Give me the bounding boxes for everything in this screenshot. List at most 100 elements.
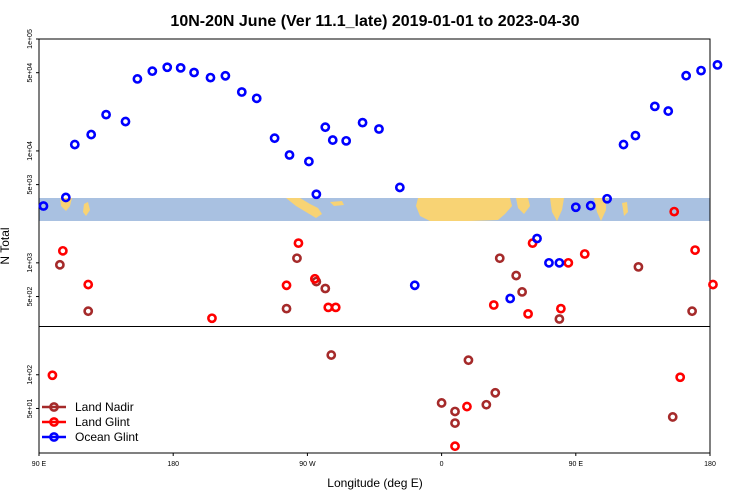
data-point [450,441,460,452]
data-point [630,130,641,141]
data-point [269,133,280,144]
data-point [563,257,574,268]
legend-item: Land Nadir [42,400,134,414]
data-point [175,62,186,73]
data-point [663,106,674,116]
data-point [511,270,522,281]
data-point [669,206,680,217]
data-point [292,253,302,264]
land-shape-philippines [622,202,628,216]
data-point [293,238,304,249]
legend-item: Land Glint [42,415,130,429]
data-point [281,303,292,314]
data-point [490,387,501,398]
data-point [554,257,565,268]
data-point [205,72,216,83]
data-point [86,129,97,140]
x-tick-label: 90 W [299,461,316,468]
data-point [330,302,341,313]
data-point [481,399,492,410]
land-shape-indochina [594,198,606,221]
y-tick-label: 1e+05 [27,29,34,49]
x-tick-label: 90 E [569,461,584,468]
land-shape-india [550,198,564,221]
x-tick-label: 90 E [32,461,47,468]
data-point [132,74,143,84]
y-tick-label: 5e+03 [27,175,34,195]
x-axis-label: Longitude (deg E) [327,476,422,490]
land-shape-caribbean [330,201,344,206]
ocean-band [39,198,710,221]
data-point [69,139,80,150]
y-tick-label: 5e+04 [27,63,34,83]
data-point [60,192,71,203]
x-tick-label: 180 [167,461,179,468]
legend-label: Land Glint [75,415,130,429]
data-point [667,412,678,422]
legend-swatch-marker [49,432,59,442]
data-point [54,259,65,270]
y-tick-label: 1e+02 [27,365,34,385]
world-map-strip [39,198,710,221]
plot-frame [38,38,711,454]
data-point [602,193,613,204]
data-point [326,350,337,360]
series-land-glint [47,206,718,452]
data-point [207,313,217,324]
data-point [327,135,338,145]
data-point [462,401,472,412]
land-shape-islands [83,202,90,216]
data-point [220,70,231,81]
data-point [555,303,566,314]
data-point [47,370,58,381]
series-ocean-glint [38,59,723,304]
data-point [236,87,247,97]
data-point [579,249,590,259]
land-shape-arabia [516,198,530,214]
data-point [309,273,320,284]
data-point [517,287,528,297]
data-point [320,122,331,133]
legend-item: Ocean Glint [42,430,139,444]
data-point [320,283,331,294]
data-point [633,261,644,272]
data-point [649,101,660,112]
data-point [532,233,542,244]
data-point [374,124,384,134]
data-point [708,279,718,290]
data-point [341,135,352,146]
legend-label: Ocean Glint [75,430,139,444]
chart-title: 10N-20N June (Ver 11.1_late) 2019-01-01 … [170,13,579,30]
data-point [687,306,698,317]
data-point [570,202,581,213]
data-point [523,308,533,319]
data-point [189,67,199,78]
legend-swatch-marker [49,402,59,412]
data-point [450,406,460,417]
data-point [436,398,447,408]
x-tick-label: 180 [704,461,716,468]
y-tick-label: 5e+01 [27,399,34,419]
data-point [57,245,68,256]
data-point [281,280,292,291]
data-point [83,279,94,290]
data-point [494,253,505,264]
series-land-nadir [54,253,698,428]
data-point [554,314,565,324]
legend-swatch-marker [49,417,59,427]
data-point [284,150,295,160]
data-point [251,93,262,104]
data-point [585,200,596,211]
data-point [120,116,131,127]
y-tick-label: 1e+03 [27,253,34,273]
data-point [712,59,723,70]
data-point [505,293,516,304]
data-point [38,201,49,211]
data-point [101,109,111,120]
data-points [38,59,723,452]
data-point [409,280,420,291]
data-point [162,62,173,73]
data-point [488,300,499,310]
